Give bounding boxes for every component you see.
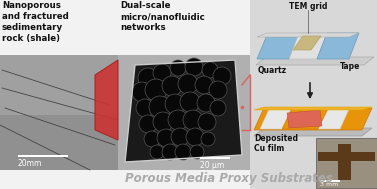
Text: Porous Media Proxy Substrates: Porous Media Proxy Substrates (125, 172, 333, 185)
Circle shape (168, 110, 188, 130)
Bar (118, 0, 250, 55)
Text: Deposited
Cu film: Deposited Cu film (254, 134, 298, 153)
Circle shape (180, 92, 200, 112)
Polygon shape (254, 108, 372, 130)
Bar (118, 55, 250, 170)
Circle shape (183, 110, 203, 130)
Circle shape (202, 62, 218, 78)
Bar (320, 180, 340, 181)
Circle shape (162, 76, 182, 96)
Circle shape (185, 58, 203, 76)
Circle shape (144, 131, 160, 147)
Text: 20 μm: 20 μm (200, 161, 224, 170)
Circle shape (138, 68, 158, 88)
Bar (0, 55, 118, 115)
Text: Nanoporous
and fractured
sedimentary
rock (shale): Nanoporous and fractured sedimentary roc… (2, 1, 69, 43)
Bar (316, 138, 377, 188)
Text: 20mm: 20mm (18, 159, 42, 168)
Circle shape (149, 96, 171, 118)
Text: Dual-scale
micro/nanofluidic
networks: Dual-scale micro/nanofluidic networks (120, 1, 205, 32)
Circle shape (139, 115, 157, 133)
Polygon shape (293, 36, 321, 50)
Circle shape (213, 67, 231, 85)
Polygon shape (318, 107, 350, 129)
Bar (318, 152, 375, 161)
Circle shape (210, 100, 226, 116)
Polygon shape (289, 33, 327, 59)
Bar (18, 155, 68, 157)
Circle shape (198, 113, 216, 131)
Circle shape (153, 112, 173, 132)
Circle shape (170, 60, 186, 76)
Polygon shape (254, 128, 372, 136)
Circle shape (197, 94, 215, 112)
Polygon shape (257, 35, 299, 59)
Circle shape (195, 76, 213, 94)
Circle shape (132, 82, 152, 102)
Bar (0, 55, 118, 170)
Polygon shape (260, 107, 292, 129)
Bar (250, 0, 377, 189)
Circle shape (157, 129, 175, 147)
Polygon shape (257, 33, 359, 37)
Circle shape (171, 128, 189, 146)
Polygon shape (256, 57, 374, 65)
Polygon shape (95, 60, 118, 140)
Text: 3 mm: 3 mm (320, 182, 338, 187)
Circle shape (153, 64, 171, 82)
Polygon shape (317, 33, 359, 59)
Polygon shape (282, 109, 328, 129)
Bar (338, 144, 351, 180)
Circle shape (190, 145, 204, 159)
Circle shape (162, 144, 178, 160)
Circle shape (178, 74, 198, 94)
Circle shape (150, 145, 164, 159)
Circle shape (136, 99, 154, 117)
Polygon shape (125, 60, 242, 162)
Polygon shape (287, 110, 322, 128)
Circle shape (165, 94, 185, 114)
Bar (200, 157, 230, 159)
Circle shape (186, 128, 204, 146)
Circle shape (209, 81, 227, 99)
Text: Tape: Tape (340, 62, 360, 71)
Circle shape (201, 132, 215, 146)
Text: TEM grid: TEM grid (289, 2, 327, 11)
Circle shape (175, 144, 191, 160)
Text: Quartz: Quartz (258, 66, 287, 75)
Polygon shape (254, 107, 372, 110)
Circle shape (145, 79, 167, 101)
Bar (0, 0, 118, 55)
